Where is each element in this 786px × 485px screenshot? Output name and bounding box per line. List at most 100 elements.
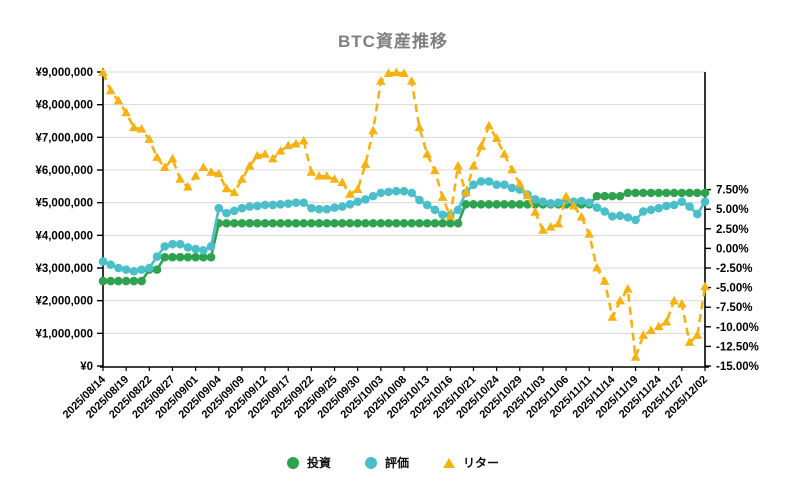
circle-marker bbox=[638, 207, 648, 216]
circle-marker bbox=[669, 200, 679, 210]
y-left-tick-label: ¥4,000,000 bbox=[35, 230, 93, 242]
circle-marker bbox=[368, 191, 378, 201]
triangle-marker bbox=[152, 152, 162, 161]
circle-marker bbox=[337, 218, 347, 228]
circle-marker bbox=[361, 218, 370, 228]
circle-marker bbox=[353, 218, 362, 228]
circle-marker bbox=[530, 195, 540, 204]
circle-marker bbox=[214, 203, 224, 213]
circle-marker bbox=[446, 218, 455, 228]
triangle-marker bbox=[283, 140, 294, 150]
triangle-marker bbox=[406, 76, 417, 85]
circle-marker bbox=[654, 203, 663, 213]
y-left-tick-label: ¥6,000,000 bbox=[35, 165, 93, 177]
triangle-marker bbox=[383, 68, 394, 77]
circle-marker bbox=[345, 200, 355, 209]
return-series-icon bbox=[443, 457, 455, 468]
circle-marker bbox=[554, 198, 563, 207]
circle-marker bbox=[368, 218, 378, 228]
triangle-marker bbox=[584, 229, 595, 238]
circle-marker bbox=[183, 243, 193, 252]
triangle-marker bbox=[121, 107, 131, 117]
triangle-marker bbox=[345, 189, 355, 198]
y-right-tick-label: -10.00% bbox=[716, 322, 759, 334]
circle-marker bbox=[476, 177, 486, 186]
circle-marker bbox=[623, 213, 633, 222]
triangle-marker bbox=[360, 159, 371, 168]
triangle-marker bbox=[692, 330, 703, 339]
circle-marker bbox=[353, 197, 362, 206]
circle-marker bbox=[692, 188, 702, 198]
circle-marker bbox=[129, 276, 139, 286]
circle-marker bbox=[623, 188, 633, 198]
triangle-marker bbox=[491, 133, 502, 143]
triangle-marker bbox=[453, 160, 463, 170]
circle-marker bbox=[615, 191, 625, 201]
circle-marker bbox=[415, 195, 424, 205]
triangle-marker bbox=[414, 122, 425, 132]
triangle-marker bbox=[437, 192, 448, 201]
circle-marker bbox=[592, 203, 602, 212]
circle-marker bbox=[98, 257, 108, 266]
circle-marker bbox=[253, 218, 262, 228]
triangle-marker bbox=[183, 182, 193, 191]
circle-marker bbox=[438, 218, 447, 228]
circle-marker bbox=[654, 188, 663, 198]
circle-marker bbox=[222, 218, 231, 228]
circle-marker bbox=[183, 252, 193, 262]
circle-marker bbox=[407, 218, 417, 228]
triangle-marker bbox=[607, 312, 618, 321]
legend-label-return: リター bbox=[463, 456, 500, 470]
circle-marker bbox=[391, 186, 401, 196]
triangle-marker bbox=[291, 138, 301, 148]
triangle-marker bbox=[499, 149, 510, 158]
y-right-tick-label: -7.50% bbox=[716, 302, 752, 314]
circle-marker bbox=[453, 218, 463, 228]
circle-marker bbox=[399, 218, 409, 228]
y-left-tick-label: ¥3,000,000 bbox=[35, 263, 93, 275]
circle-marker bbox=[160, 242, 170, 251]
triangle-marker bbox=[213, 168, 224, 178]
circle-marker bbox=[237, 203, 247, 213]
series-リター bbox=[98, 67, 710, 361]
circle-marker bbox=[577, 196, 586, 206]
triangle-marker bbox=[229, 187, 240, 197]
circle-marker bbox=[430, 218, 440, 228]
triangle-marker bbox=[399, 68, 409, 77]
triangle-marker bbox=[684, 337, 695, 346]
circle-marker bbox=[608, 212, 617, 221]
circle-marker bbox=[376, 188, 386, 198]
gridlines bbox=[103, 71, 705, 334]
legend-item-valuation: 評価 bbox=[364, 454, 409, 471]
y-left-tick-label: ¥5,000,000 bbox=[35, 198, 93, 210]
triangle-marker bbox=[553, 218, 564, 228]
circle-marker bbox=[314, 204, 324, 214]
circle-marker bbox=[608, 191, 617, 201]
circle-marker bbox=[168, 252, 177, 262]
circle-marker bbox=[276, 200, 285, 209]
circle-marker bbox=[384, 218, 393, 228]
circle-marker bbox=[700, 188, 710, 198]
triangle-marker bbox=[430, 165, 440, 175]
triangle-marker bbox=[484, 120, 494, 130]
circle-marker bbox=[600, 191, 609, 201]
circle-marker bbox=[685, 202, 694, 211]
y-left-tick-label: ¥7,000,000 bbox=[35, 132, 93, 144]
triangle-marker bbox=[460, 187, 471, 197]
circle-marker bbox=[677, 188, 687, 198]
triangle-marker bbox=[352, 184, 363, 193]
circle-marker bbox=[199, 252, 208, 262]
triangle-marker bbox=[237, 174, 247, 183]
triangle-marker bbox=[538, 225, 548, 234]
legend-label-investment: 投資 bbox=[306, 456, 331, 470]
triangle-marker bbox=[545, 222, 556, 231]
triangle-marker bbox=[592, 262, 602, 272]
triangle-marker bbox=[476, 141, 486, 150]
triangle-marker bbox=[167, 153, 178, 163]
circle-marker bbox=[507, 200, 517, 209]
triangle-marker bbox=[522, 190, 533, 200]
triangle-marker bbox=[267, 153, 278, 163]
triangle-marker bbox=[206, 167, 216, 176]
triangle-marker bbox=[623, 283, 633, 293]
